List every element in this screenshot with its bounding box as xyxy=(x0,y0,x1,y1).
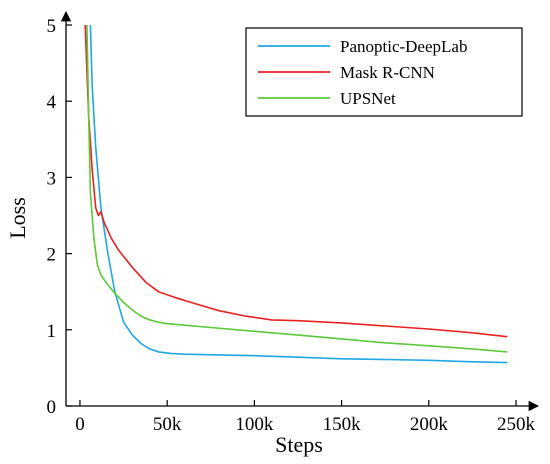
series-line-upsnet xyxy=(86,24,508,353)
x-tick-label: 200k xyxy=(410,414,449,435)
legend-label: UPSNet xyxy=(340,89,396,108)
y-tick-label: 5 xyxy=(47,16,57,37)
y-tick-label: 3 xyxy=(47,168,57,189)
x-tick-label: 150k xyxy=(323,414,362,435)
y-tick-label: 0 xyxy=(47,397,57,418)
legend-label: Mask R-CNN xyxy=(340,63,435,82)
series-layer xyxy=(84,24,508,364)
series-line-mask-r-cnn xyxy=(84,24,508,338)
y-tick-label: 2 xyxy=(47,245,57,266)
series-line-panoptic-deeplab xyxy=(89,24,508,364)
x-tick-label: 50k xyxy=(153,414,182,435)
y-tick-label: 1 xyxy=(47,321,57,342)
y-axis-title: Loss xyxy=(5,197,30,239)
legend-label: Panoptic-DeepLab xyxy=(340,37,467,56)
x-tick-label: 0 xyxy=(75,414,85,435)
axes-layer: 0 1 2 3 4 5 0 50k 100k 150k 200k 250k xyxy=(47,10,540,435)
legend: Panoptic-DeepLab Mask R-CNN UPSNet xyxy=(245,27,523,117)
x-tick-label: 250k xyxy=(497,414,536,435)
x-axis-title: Steps xyxy=(275,432,323,457)
y-tick-label: 4 xyxy=(47,92,57,113)
x-tick-label: 100k xyxy=(235,414,274,435)
